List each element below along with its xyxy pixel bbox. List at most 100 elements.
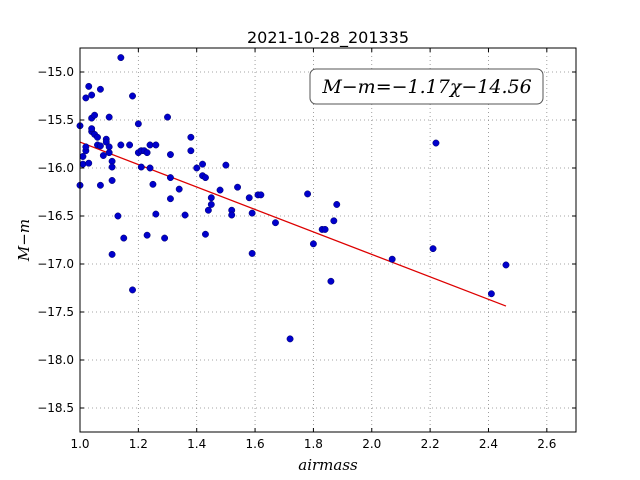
data-point — [79, 153, 87, 160]
data-point — [321, 225, 329, 233]
data-point — [487, 290, 495, 298]
data-point — [202, 230, 209, 238]
data-point — [222, 161, 230, 169]
data-point — [85, 82, 93, 90]
data-point — [88, 91, 96, 99]
y-tick-label: −16.5 — [37, 209, 74, 223]
data-point — [143, 231, 151, 239]
data-point — [216, 186, 224, 194]
x-axis-label: airmass — [298, 456, 358, 474]
data-point — [96, 142, 104, 150]
data-point — [108, 163, 116, 171]
data-point — [105, 149, 113, 157]
data-point — [114, 212, 122, 220]
y-tick-label: −17.0 — [37, 257, 74, 271]
x-tick-label: 2.0 — [362, 437, 381, 451]
grid-lines — [79, 48, 576, 432]
data-point — [207, 201, 215, 208]
data-point — [152, 141, 160, 149]
data-point — [164, 113, 171, 121]
data-point — [94, 133, 101, 141]
x-tick-label: 2.6 — [537, 437, 556, 451]
data-point — [85, 159, 93, 167]
data-point — [429, 245, 437, 253]
data-point — [129, 92, 136, 100]
y-tick-label: −16.0 — [37, 161, 74, 175]
y-tick-label: −18.5 — [37, 401, 74, 415]
data-point — [146, 164, 154, 172]
y-tick-label: −18.0 — [37, 353, 74, 367]
data-point — [388, 255, 396, 263]
data-point — [432, 139, 440, 147]
data-point — [91, 111, 99, 119]
data-point — [117, 141, 125, 149]
data-point — [181, 211, 189, 219]
fit-equation: M−m=−1.17χ−14.56 — [321, 76, 531, 98]
data-point — [166, 195, 174, 203]
data-point — [96, 85, 104, 93]
data-point — [166, 174, 174, 182]
x-tick-label: 1.6 — [246, 437, 265, 451]
data-point — [108, 250, 116, 258]
data-point — [245, 194, 253, 202]
data-point — [199, 160, 206, 168]
data-point — [79, 160, 87, 168]
data-point — [175, 185, 183, 193]
data-point — [146, 141, 154, 149]
data-points — [76, 54, 510, 343]
x-tick-labels: 1.0 1.2 1.4 1.6 1.8 2.0 2.2 2.4 2.6 — [70, 437, 556, 451]
x-tick-label: 2.2 — [421, 437, 440, 451]
y-tick-label: −17.5 — [37, 305, 74, 319]
x-tick-label: 1.2 — [129, 437, 148, 451]
x-tick-label: 1.8 — [304, 437, 323, 451]
x-tick-label: 2.4 — [479, 437, 498, 451]
y-tick-labels: −15.0 −15.5 −16.0 −16.5 −17.0 −17.5 −18.0 −18.5 — [37, 65, 74, 415]
equation-box: M−m=−1.17χ−14.56 — [309, 68, 544, 105]
data-point — [120, 234, 128, 242]
data-point — [202, 174, 209, 182]
data-point — [108, 177, 116, 184]
y-tick-label: −15.0 — [37, 65, 74, 79]
data-point — [187, 133, 195, 141]
data-point — [333, 201, 341, 208]
equation-box-frame — [309, 68, 544, 105]
data-point — [204, 206, 212, 214]
data-point — [105, 113, 113, 121]
data-point — [228, 211, 236, 219]
data-point — [152, 210, 160, 218]
x-tick-label: 1.4 — [187, 437, 206, 451]
data-point — [327, 277, 335, 285]
data-point — [257, 191, 265, 199]
data-point — [82, 143, 90, 151]
data-point — [149, 180, 157, 188]
data-point — [105, 143, 113, 151]
data-point — [207, 194, 215, 202]
plot-frame — [79, 47, 577, 433]
data-point — [129, 286, 136, 294]
data-point — [248, 249, 256, 257]
data-point — [161, 234, 169, 242]
data-point — [166, 151, 174, 159]
chart-title: 2021-10-28_201335 — [247, 28, 409, 48]
data-point — [88, 125, 96, 133]
y-axis-label: M−m — [15, 219, 33, 262]
data-point — [502, 261, 510, 269]
data-point — [143, 149, 151, 157]
data-point — [96, 181, 104, 189]
data-point — [187, 147, 195, 155]
data-point — [117, 54, 125, 62]
data-point — [137, 163, 145, 171]
data-point — [126, 141, 134, 149]
axis-ticks — [79, 48, 576, 432]
data-point — [309, 240, 317, 248]
data-point — [248, 209, 256, 217]
data-point — [82, 94, 90, 102]
data-point — [234, 183, 242, 191]
data-point — [304, 190, 312, 198]
data-point — [286, 335, 294, 343]
x-tick-label: 1.0 — [70, 437, 89, 451]
data-point — [330, 217, 338, 225]
data-point — [108, 157, 116, 165]
data-point — [272, 219, 279, 227]
